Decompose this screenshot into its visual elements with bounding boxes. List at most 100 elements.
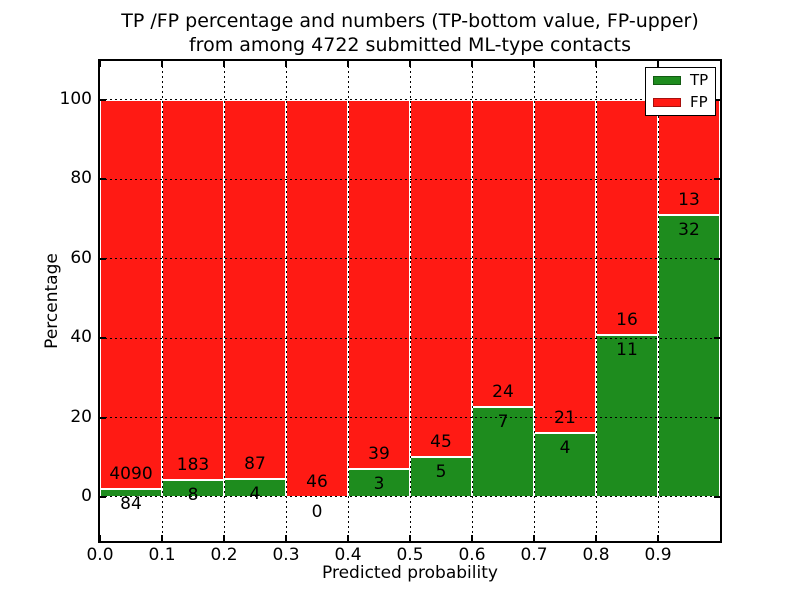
chart-title-line1: TP /FP percentage and numbers (TP-bottom… — [121, 10, 699, 32]
tp-bar-segment — [596, 335, 658, 497]
x-gridline — [409, 61, 411, 541]
y-tick — [714, 257, 720, 260]
x-tick-label: 0.5 — [396, 545, 424, 565]
x-tick-label: 0.3 — [272, 545, 300, 565]
y-tick-label: 20 — [70, 406, 92, 427]
x-gridline — [347, 61, 349, 541]
y-tick — [100, 257, 106, 260]
y-tick — [100, 337, 106, 340]
x-tick — [285, 61, 287, 67]
x-tick-label: 0.2 — [210, 545, 238, 565]
tp-count-label: 4 — [249, 484, 261, 505]
tp-count-label: 5 — [435, 462, 447, 483]
fp-bar-segment — [658, 99, 720, 215]
tp-bar-segment — [410, 457, 472, 497]
legend-entry-fp: FP — [653, 95, 708, 110]
fp-count-label: 183 — [176, 455, 210, 476]
x-gridline — [285, 61, 287, 541]
tp-bar-segment — [472, 407, 534, 497]
x-gridline — [533, 61, 535, 541]
tp-count-label: 32 — [678, 219, 700, 240]
fp-count-label: 24 — [492, 382, 514, 403]
y-tick — [714, 178, 720, 181]
legend-entry-tp: TP — [653, 73, 708, 88]
tp-count-label: 0 — [311, 501, 323, 522]
fp-bar-segment — [286, 99, 348, 497]
fp-bar-segment — [534, 99, 596, 434]
x-tick — [471, 535, 473, 541]
fp-count-label: 87 — [244, 454, 266, 475]
tp-count-label: 7 — [497, 412, 509, 433]
fp-count-label: 21 — [554, 408, 576, 429]
y-tick — [714, 495, 720, 498]
legend-swatch-tp — [653, 76, 681, 85]
x-axis-label: Predicted probability — [322, 563, 498, 583]
x-tick-label: 0.6 — [458, 545, 486, 565]
x-tick — [161, 535, 163, 541]
legend-swatch-fp — [653, 98, 681, 107]
fp-bar-segment — [224, 99, 286, 480]
x-tick — [533, 61, 535, 67]
x-tick — [409, 535, 411, 541]
y-tick-label: 40 — [70, 327, 92, 348]
y-tick — [714, 416, 720, 419]
x-gridline — [161, 61, 163, 541]
x-tick — [99, 535, 101, 541]
fp-count-label: 45 — [430, 432, 452, 453]
fp-count-label: 4090 — [109, 463, 153, 484]
y-tick — [100, 178, 106, 181]
x-tick — [409, 61, 411, 67]
chart-title: TP /FP percentage and numbers (TP-bottom… — [90, 9, 730, 57]
chart-title-line2: from among 4722 submitted ML-type contac… — [188, 34, 632, 56]
x-gridline — [223, 61, 225, 541]
y-tick-label: 80 — [70, 168, 92, 189]
x-tick-label: 0.4 — [334, 545, 362, 565]
fp-bar-segment — [348, 99, 410, 469]
fp-bar-segment — [472, 99, 534, 408]
x-tick — [285, 535, 287, 541]
x-tick — [99, 61, 101, 67]
x-tick — [657, 535, 659, 541]
fp-bar-segment — [410, 99, 472, 458]
legend-label-fp: FP — [690, 93, 708, 111]
x-tick — [347, 535, 349, 541]
x-tick — [161, 61, 163, 67]
fp-count-label: 39 — [368, 443, 390, 464]
plot-area: 4090 84 183 8 87 4 46 0 39 3 45 5 24 7 21 4 16 11 13 32 0.0… — [60, 59, 722, 565]
x-gridline — [657, 61, 659, 541]
y-tick-label: 100 — [59, 88, 92, 109]
x-tick — [657, 61, 659, 67]
fp-bar-segment — [162, 99, 224, 481]
y-tick — [100, 98, 106, 101]
fp-count-label: 46 — [306, 471, 328, 492]
tp-bar-segment — [534, 433, 596, 497]
fp-bar-segment — [596, 99, 658, 336]
y-tick — [100, 416, 106, 419]
y-tick-label: 0 — [81, 485, 92, 506]
x-tick-label: 0.8 — [582, 545, 610, 565]
y-tick-label: 60 — [70, 247, 92, 268]
fp-bar-segment — [100, 99, 162, 489]
tp-count-label: 8 — [187, 485, 199, 506]
y-gridline — [100, 99, 720, 101]
x-tick — [533, 535, 535, 541]
y-tick — [714, 337, 720, 340]
x-gridline — [471, 61, 473, 541]
y-tick — [100, 495, 106, 498]
tp-count-label: 3 — [373, 473, 385, 494]
x-tick — [471, 61, 473, 67]
legend: TP FP — [645, 67, 716, 116]
x-tick-label: 0.1 — [148, 545, 176, 565]
x-tick-label: 0.9 — [644, 545, 672, 565]
x-tick-label: 0.0 — [86, 545, 114, 565]
tp-count-label: 11 — [616, 340, 638, 361]
y-gridline — [100, 496, 720, 498]
y-gridline — [100, 178, 720, 180]
y-gridline — [100, 417, 720, 419]
x-tick — [223, 535, 225, 541]
x-tick — [595, 61, 597, 67]
x-tick-label: 0.7 — [520, 545, 548, 565]
tp-count-label: 4 — [559, 438, 571, 459]
fp-count-label: 13 — [678, 189, 700, 210]
